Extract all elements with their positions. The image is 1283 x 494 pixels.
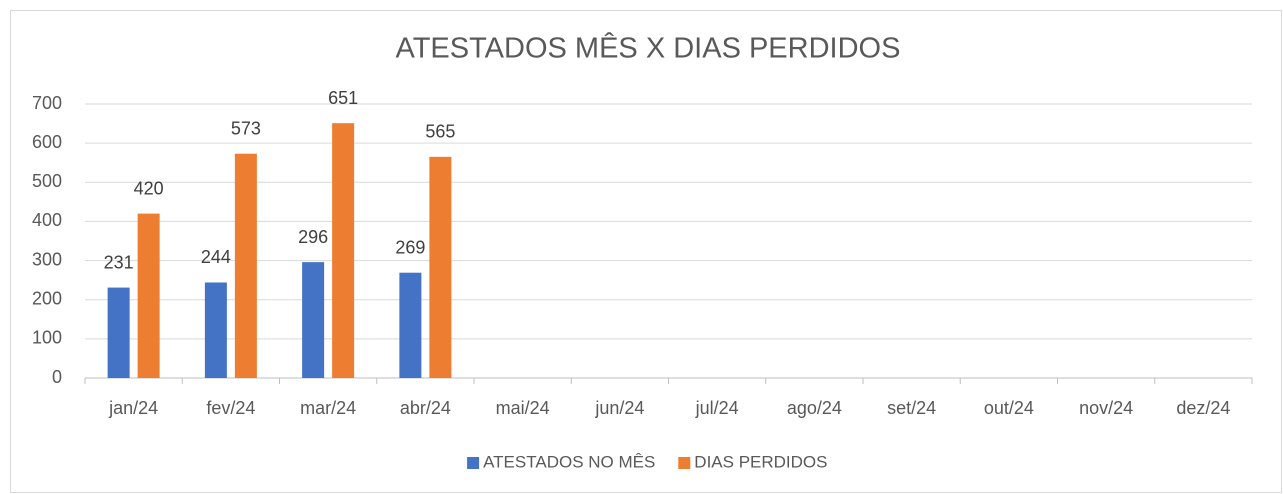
- data-label: 420: [134, 178, 164, 198]
- data-label: 244: [201, 247, 231, 267]
- legend-label: DIAS PERDIDOS: [694, 452, 827, 471]
- y-tick-label: 200: [32, 288, 62, 308]
- x-tick-label: abr/24: [400, 398, 451, 418]
- chart-title: ATESTADOS MÊS X DIAS PERDIDOS: [396, 32, 901, 65]
- x-tick-label: ago/24: [787, 398, 842, 418]
- legend-label: ATESTADOS NO MÊS: [483, 452, 655, 471]
- x-tick-label: jan/24: [108, 398, 158, 418]
- chart-border: [10, 10, 1282, 493]
- y-tick-label: 500: [32, 171, 62, 191]
- y-tick-label: 300: [32, 249, 62, 269]
- data-label: 651: [328, 88, 358, 108]
- x-tick-label: set/24: [887, 398, 936, 418]
- y-tick-label: 400: [32, 210, 62, 230]
- y-tick-label: 600: [32, 132, 62, 152]
- y-tick-label: 0: [52, 367, 62, 387]
- bar: [137, 213, 160, 378]
- x-tick-label: nov/24: [1079, 398, 1133, 418]
- x-tick-label: fev/24: [206, 398, 255, 418]
- x-tick-label: mai/24: [496, 398, 550, 418]
- x-tick-label: dez/24: [1176, 398, 1230, 418]
- bar: [107, 287, 130, 378]
- x-tick-label: mar/24: [300, 398, 356, 418]
- bar: [302, 262, 325, 378]
- legend-swatch: [678, 457, 691, 469]
- x-tick-label: jul/24: [695, 398, 739, 418]
- bar: [429, 156, 452, 378]
- data-label: 573: [231, 118, 261, 138]
- data-label: 565: [425, 122, 455, 142]
- x-tick-label: out/24: [984, 398, 1034, 418]
- bar: [399, 272, 422, 378]
- bar: [234, 153, 257, 378]
- x-tick-label: jun/24: [594, 398, 644, 418]
- y-tick-label: 700: [32, 93, 62, 113]
- bar: [332, 123, 355, 379]
- data-label: 269: [395, 237, 425, 257]
- data-label: 231: [104, 252, 134, 272]
- bar: [204, 282, 227, 378]
- data-label: 296: [298, 227, 328, 247]
- y-tick-label: 100: [32, 328, 62, 348]
- legend-swatch: [467, 457, 480, 469]
